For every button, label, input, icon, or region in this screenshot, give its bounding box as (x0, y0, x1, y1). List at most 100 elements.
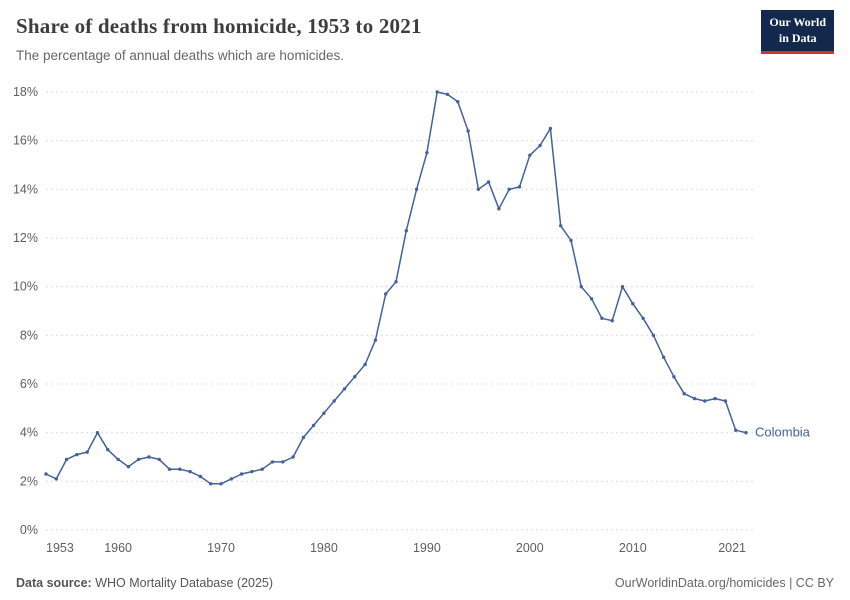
data-point (178, 467, 182, 471)
data-point (291, 455, 295, 459)
data-point (147, 455, 151, 459)
data-point (229, 477, 233, 481)
data-point (209, 482, 213, 486)
data-source-label: Data source: (16, 576, 92, 590)
data-point (44, 472, 48, 476)
data-point (198, 474, 203, 479)
x-tick-label: 1980 (310, 541, 338, 555)
data-point (157, 457, 161, 462)
data-point (342, 387, 347, 391)
x-tick-label: 1960 (104, 541, 132, 555)
data-point (589, 297, 594, 301)
data-point (85, 450, 89, 454)
data-point (54, 477, 58, 481)
data-point (188, 469, 192, 474)
y-tick-label: 10% (13, 280, 38, 294)
footer-attribution: OurWorldinData.org/homicides | CC BY (614, 576, 834, 590)
data-point (620, 285, 625, 289)
data-point (126, 465, 131, 469)
owid-logo: Our World in Data (761, 10, 834, 55)
data-point (167, 467, 172, 471)
data-point (734, 428, 738, 432)
owid-logo-line1: Our World (769, 15, 826, 29)
data-point (723, 399, 728, 403)
data-point (682, 392, 686, 396)
data-point (106, 448, 110, 452)
data-point (672, 375, 676, 379)
data-point (75, 452, 79, 457)
data-point (95, 431, 100, 435)
chart-footer: Data source: WHO Mortality Database (202… (16, 576, 834, 590)
data-point (548, 126, 553, 131)
y-tick-label: 8% (20, 328, 38, 342)
data-point (600, 316, 604, 320)
data-point (373, 338, 378, 342)
data-point (456, 100, 460, 104)
data-point (404, 229, 408, 233)
data-point (579, 285, 583, 289)
data-point (538, 143, 542, 148)
data-point (497, 207, 501, 211)
y-tick-label: 16% (13, 134, 38, 148)
series-label: Colombia (755, 425, 811, 440)
chart-title: Share of deaths from homicide, 1953 to 2… (16, 14, 422, 38)
data-point (466, 129, 470, 133)
y-tick-label: 0% (20, 523, 38, 537)
x-tick-label: 2000 (516, 541, 544, 555)
data-line (45, 91, 747, 485)
owid-logo-line2: in Data (778, 30, 817, 45)
data-point (517, 185, 522, 189)
y-tick-label: 2% (20, 474, 38, 488)
data-point (425, 151, 429, 155)
x-tick-label: 2010 (619, 541, 647, 555)
data-point (713, 396, 717, 401)
data-point (363, 362, 367, 367)
data-point (445, 92, 450, 97)
data-point (692, 396, 697, 401)
data-point (281, 460, 285, 464)
data-point (559, 224, 563, 228)
data-point (322, 411, 326, 415)
data-point (311, 423, 316, 428)
x-tick-label: 1970 (207, 541, 235, 555)
y-tick-label: 4% (20, 426, 38, 440)
data-point (219, 482, 223, 486)
y-tick-label: 12% (13, 231, 38, 245)
data-point (64, 457, 69, 462)
data-point (250, 469, 254, 474)
data-point (744, 431, 748, 435)
data-point (486, 180, 491, 184)
data-point (661, 355, 666, 359)
data-point (651, 333, 656, 337)
data-point (435, 90, 439, 94)
data-point (116, 457, 120, 462)
data-point (353, 375, 357, 379)
data-point (136, 457, 141, 462)
data-point (507, 187, 511, 191)
data-point (384, 292, 388, 296)
x-tick-label: 2021 (718, 541, 746, 555)
line-chart: 0% 2% 4% 6% 8% 10% 12% 14% 16% 18% 1953 1960 1970 198… (13, 85, 811, 555)
data-point (528, 153, 532, 157)
data-point (260, 467, 264, 471)
data-point (394, 280, 398, 284)
x-tick-label: 1990 (413, 541, 441, 555)
chart-subtitle: The percentage of annual deaths which ar… (16, 48, 344, 63)
data-point (610, 319, 614, 323)
data-point (631, 302, 635, 306)
data-source-value: WHO Mortality Database (2025) (91, 576, 274, 590)
data-point (569, 238, 573, 243)
x-tick-label: 1953 (46, 541, 74, 555)
y-tick-label: 6% (20, 377, 38, 391)
data-point (476, 187, 481, 191)
data-point (414, 187, 419, 191)
data-point (332, 399, 336, 403)
data-source: Data source: WHO Mortality Database (202… (16, 576, 273, 590)
data-point (641, 316, 645, 320)
y-tick-label: 18% (13, 85, 38, 99)
data-point (239, 472, 244, 476)
data-point (301, 435, 306, 440)
data-point (703, 399, 707, 403)
data-point (270, 460, 275, 464)
